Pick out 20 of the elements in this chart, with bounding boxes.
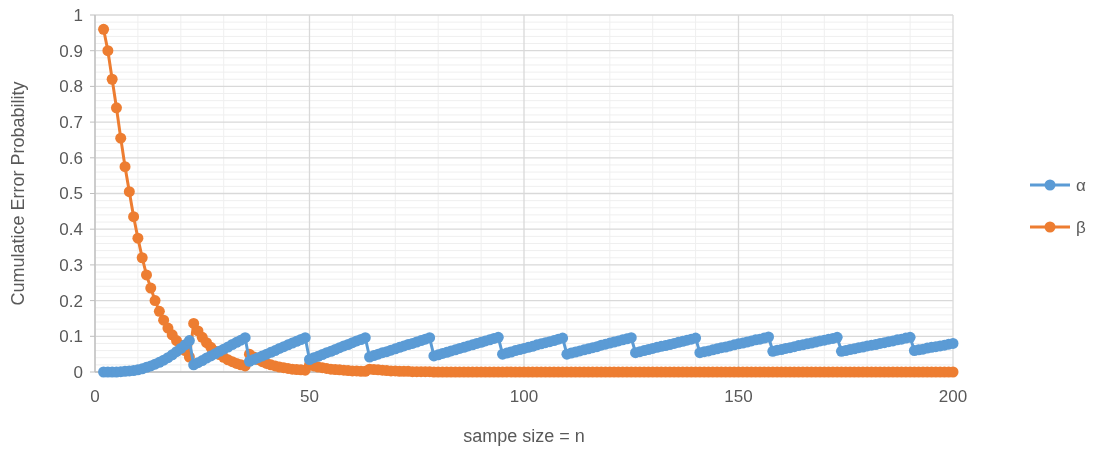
y-tick-label: 0 bbox=[73, 362, 83, 382]
y-tick-label: 0.2 bbox=[59, 291, 83, 311]
y-tick-label: 0.1 bbox=[59, 327, 83, 347]
legend-label: α bbox=[1076, 175, 1086, 195]
y-tick-label: 1 bbox=[73, 5, 83, 25]
y-tick-label: 0.6 bbox=[59, 148, 83, 168]
y-tick-label: 0.8 bbox=[59, 77, 83, 97]
y-axis-title: Cumulatice Error Probability bbox=[8, 81, 28, 306]
y-tick-label: 0.7 bbox=[59, 113, 83, 133]
x-tick-label: 0 bbox=[90, 387, 100, 406]
x-tick-label: 200 bbox=[938, 387, 968, 406]
y-tick-label: 0.9 bbox=[59, 41, 83, 61]
x-tick-label: 100 bbox=[509, 387, 539, 406]
y-tick-label: 0.5 bbox=[59, 184, 83, 204]
legend-label: β bbox=[1076, 217, 1086, 237]
x-axis-title: sampe size = n bbox=[463, 426, 585, 446]
y-tick-label: 0.3 bbox=[59, 255, 83, 275]
x-tick-label: 50 bbox=[300, 387, 319, 406]
x-tick-label: 150 bbox=[724, 387, 753, 406]
y-tick-label: 0.4 bbox=[59, 220, 83, 240]
